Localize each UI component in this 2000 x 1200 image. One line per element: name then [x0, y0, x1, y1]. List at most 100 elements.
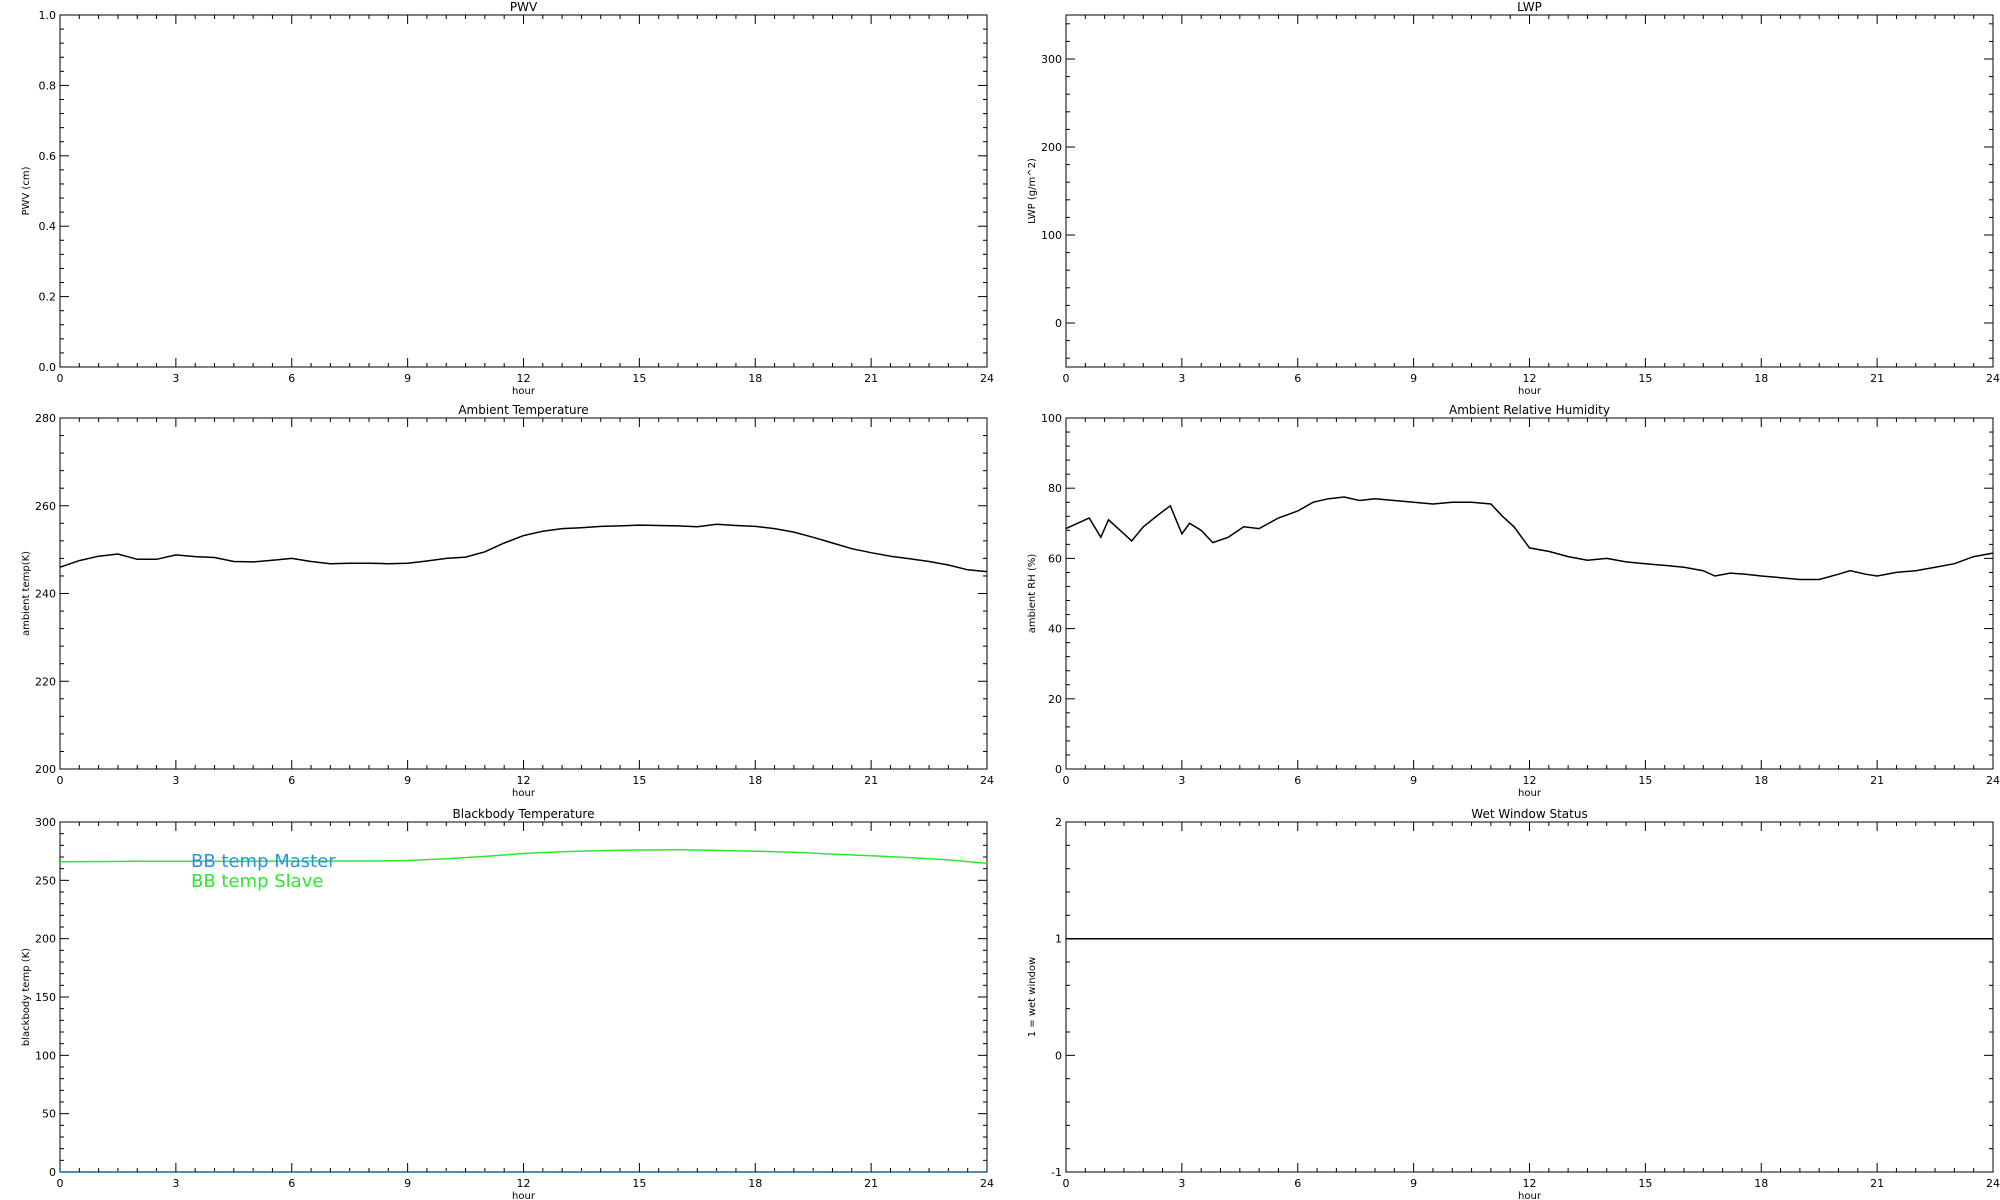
x-tick-label: 9: [1410, 372, 1417, 385]
x-tick-label: 21: [1870, 372, 1884, 385]
chart-title: LWP: [1517, 0, 1542, 14]
y-tick-label: 280: [35, 412, 56, 425]
y-tick-label: 0.8: [39, 79, 57, 92]
x-axis-label: hour: [1518, 1191, 1542, 1200]
x-tick-label: 12: [517, 372, 531, 385]
x-tick-label: 0: [1063, 372, 1070, 385]
x-tick-label: 6: [1294, 1177, 1301, 1190]
y-tick-label: 260: [35, 500, 56, 513]
x-tick-label: 12: [1523, 1177, 1537, 1190]
y-tick-label: 2: [1055, 816, 1062, 829]
legend-label: BB temp Master: [191, 851, 336, 872]
x-tick-label: 15: [632, 774, 646, 787]
x-tick-label: 9: [404, 774, 411, 787]
y-tick-label: 60: [1048, 552, 1062, 565]
y-tick-label: 100: [35, 1049, 56, 1062]
x-tick-label: 24: [980, 1177, 994, 1190]
y-tick-label: 100: [1041, 229, 1062, 242]
x-tick-label: 21: [1870, 1177, 1884, 1190]
y-axis-label: 1 = wet window: [1027, 957, 1038, 1037]
x-axis-label: hour: [1518, 386, 1542, 397]
x-tick-label: 12: [1523, 774, 1537, 787]
x-tick-label: 18: [1754, 774, 1768, 787]
x-tick-label: 24: [1986, 1177, 2000, 1190]
chart-panel-4: 0 3 6 9 12 15 18 21 24 0 50 100 150 200 250 300 Blackbod…: [21, 807, 994, 1200]
x-tick-label: 21: [864, 774, 878, 787]
y-tick-label: 150: [35, 991, 56, 1004]
x-axis-label: hour: [512, 386, 536, 397]
y-axis-label: ambient temp(K): [21, 551, 32, 636]
series-line-0: [59, 523, 988, 573]
y-tick-label: 200: [35, 933, 56, 946]
y-tick-label: -1: [1051, 1166, 1062, 1179]
x-tick-label: 15: [1638, 774, 1652, 787]
chart-title: Ambient Relative Humidity: [1449, 403, 1610, 417]
x-tick-label: 3: [172, 1177, 179, 1190]
y-tick-label: 100: [1041, 412, 1062, 425]
x-tick-label: 6: [1294, 372, 1301, 385]
x-tick-label: 21: [1870, 774, 1884, 787]
x-tick-label: 6: [288, 774, 295, 787]
x-tick-label: 0: [1063, 1177, 1070, 1190]
y-tick-label: 1.0: [39, 9, 57, 22]
x-tick-label: 3: [1178, 1177, 1185, 1190]
x-tick-label: 3: [1178, 372, 1185, 385]
x-axis-label: hour: [512, 1191, 536, 1200]
x-tick-label: 21: [864, 372, 878, 385]
y-tick-label: 40: [1048, 623, 1062, 636]
series-line-0: [1065, 496, 1994, 581]
x-tick-label: 18: [748, 372, 762, 385]
chart-panel-1: 0 3 6 9 12 15 18 21 24 0 100 200 300 LWP hour LWP (g/m^…: [1027, 0, 2000, 397]
y-tick-label: 0: [1055, 1049, 1062, 1062]
y-tick-label: 0.0: [39, 361, 57, 374]
x-tick-label: 18: [1754, 1177, 1768, 1190]
x-tick-label: 12: [517, 1177, 531, 1190]
x-tick-label: 24: [980, 372, 994, 385]
chart-title: Ambient Temperature: [458, 403, 588, 417]
y-tick-label: 0: [49, 1166, 56, 1179]
x-tick-label: 18: [748, 1177, 762, 1190]
y-tick-label: 0.2: [39, 291, 57, 304]
y-tick-label: 300: [35, 816, 56, 829]
y-axis-label: blackbody temp (K): [21, 948, 32, 1046]
chart-title: Blackbody Temperature: [453, 807, 595, 821]
x-tick-label: 15: [1638, 372, 1652, 385]
x-axis-label: hour: [512, 788, 536, 799]
x-axis-label: hour: [1518, 788, 1542, 799]
y-axis-label: LWP (g/m^2): [1027, 158, 1038, 224]
x-tick-label: 6: [288, 372, 295, 385]
y-tick-label: 20: [1048, 693, 1062, 706]
x-tick-label: 24: [1986, 774, 2000, 787]
x-tick-label: 3: [172, 774, 179, 787]
y-tick-label: 80: [1048, 482, 1062, 495]
chart-panel-0: 0 3 6 9 12 15 18 21 24 0.0 0.2 0.4 0.6 0.8 1.0 PWV hour P…: [21, 0, 994, 397]
chart-title: Wet Window Status: [1471, 807, 1587, 821]
legend-label: BB temp Slave: [191, 871, 323, 892]
y-tick-label: 200: [1041, 141, 1062, 154]
chart-title: PWV: [510, 0, 538, 14]
x-tick-label: 3: [1178, 774, 1185, 787]
x-tick-label: 24: [980, 774, 994, 787]
y-tick-label: 240: [35, 588, 56, 601]
x-tick-label: 0: [57, 1177, 64, 1190]
x-tick-label: 15: [632, 372, 646, 385]
y-tick-label: 0.4: [39, 220, 57, 233]
x-tick-label: 6: [1294, 774, 1301, 787]
y-tick-label: 0: [1055, 763, 1062, 776]
series-line-1: [59, 849, 988, 865]
y-axis-label: ambient RH (%): [1027, 554, 1038, 634]
x-tick-label: 24: [1986, 372, 2000, 385]
x-tick-label: 15: [632, 1177, 646, 1190]
x-tick-label: 0: [57, 774, 64, 787]
x-tick-label: 12: [1523, 372, 1537, 385]
x-tick-label: 12: [517, 774, 531, 787]
x-tick-label: 9: [404, 1177, 411, 1190]
x-tick-label: 9: [404, 372, 411, 385]
y-tick-label: 0: [1055, 317, 1062, 330]
x-tick-label: 6: [288, 1177, 295, 1190]
x-tick-label: 15: [1638, 1177, 1652, 1190]
chart-panel-2: 0 3 6 9 12 15 18 21 24 200 220 240 260 280 Ambient Tem…: [21, 403, 994, 799]
y-tick-label: 220: [35, 675, 56, 688]
x-tick-label: 3: [172, 372, 179, 385]
